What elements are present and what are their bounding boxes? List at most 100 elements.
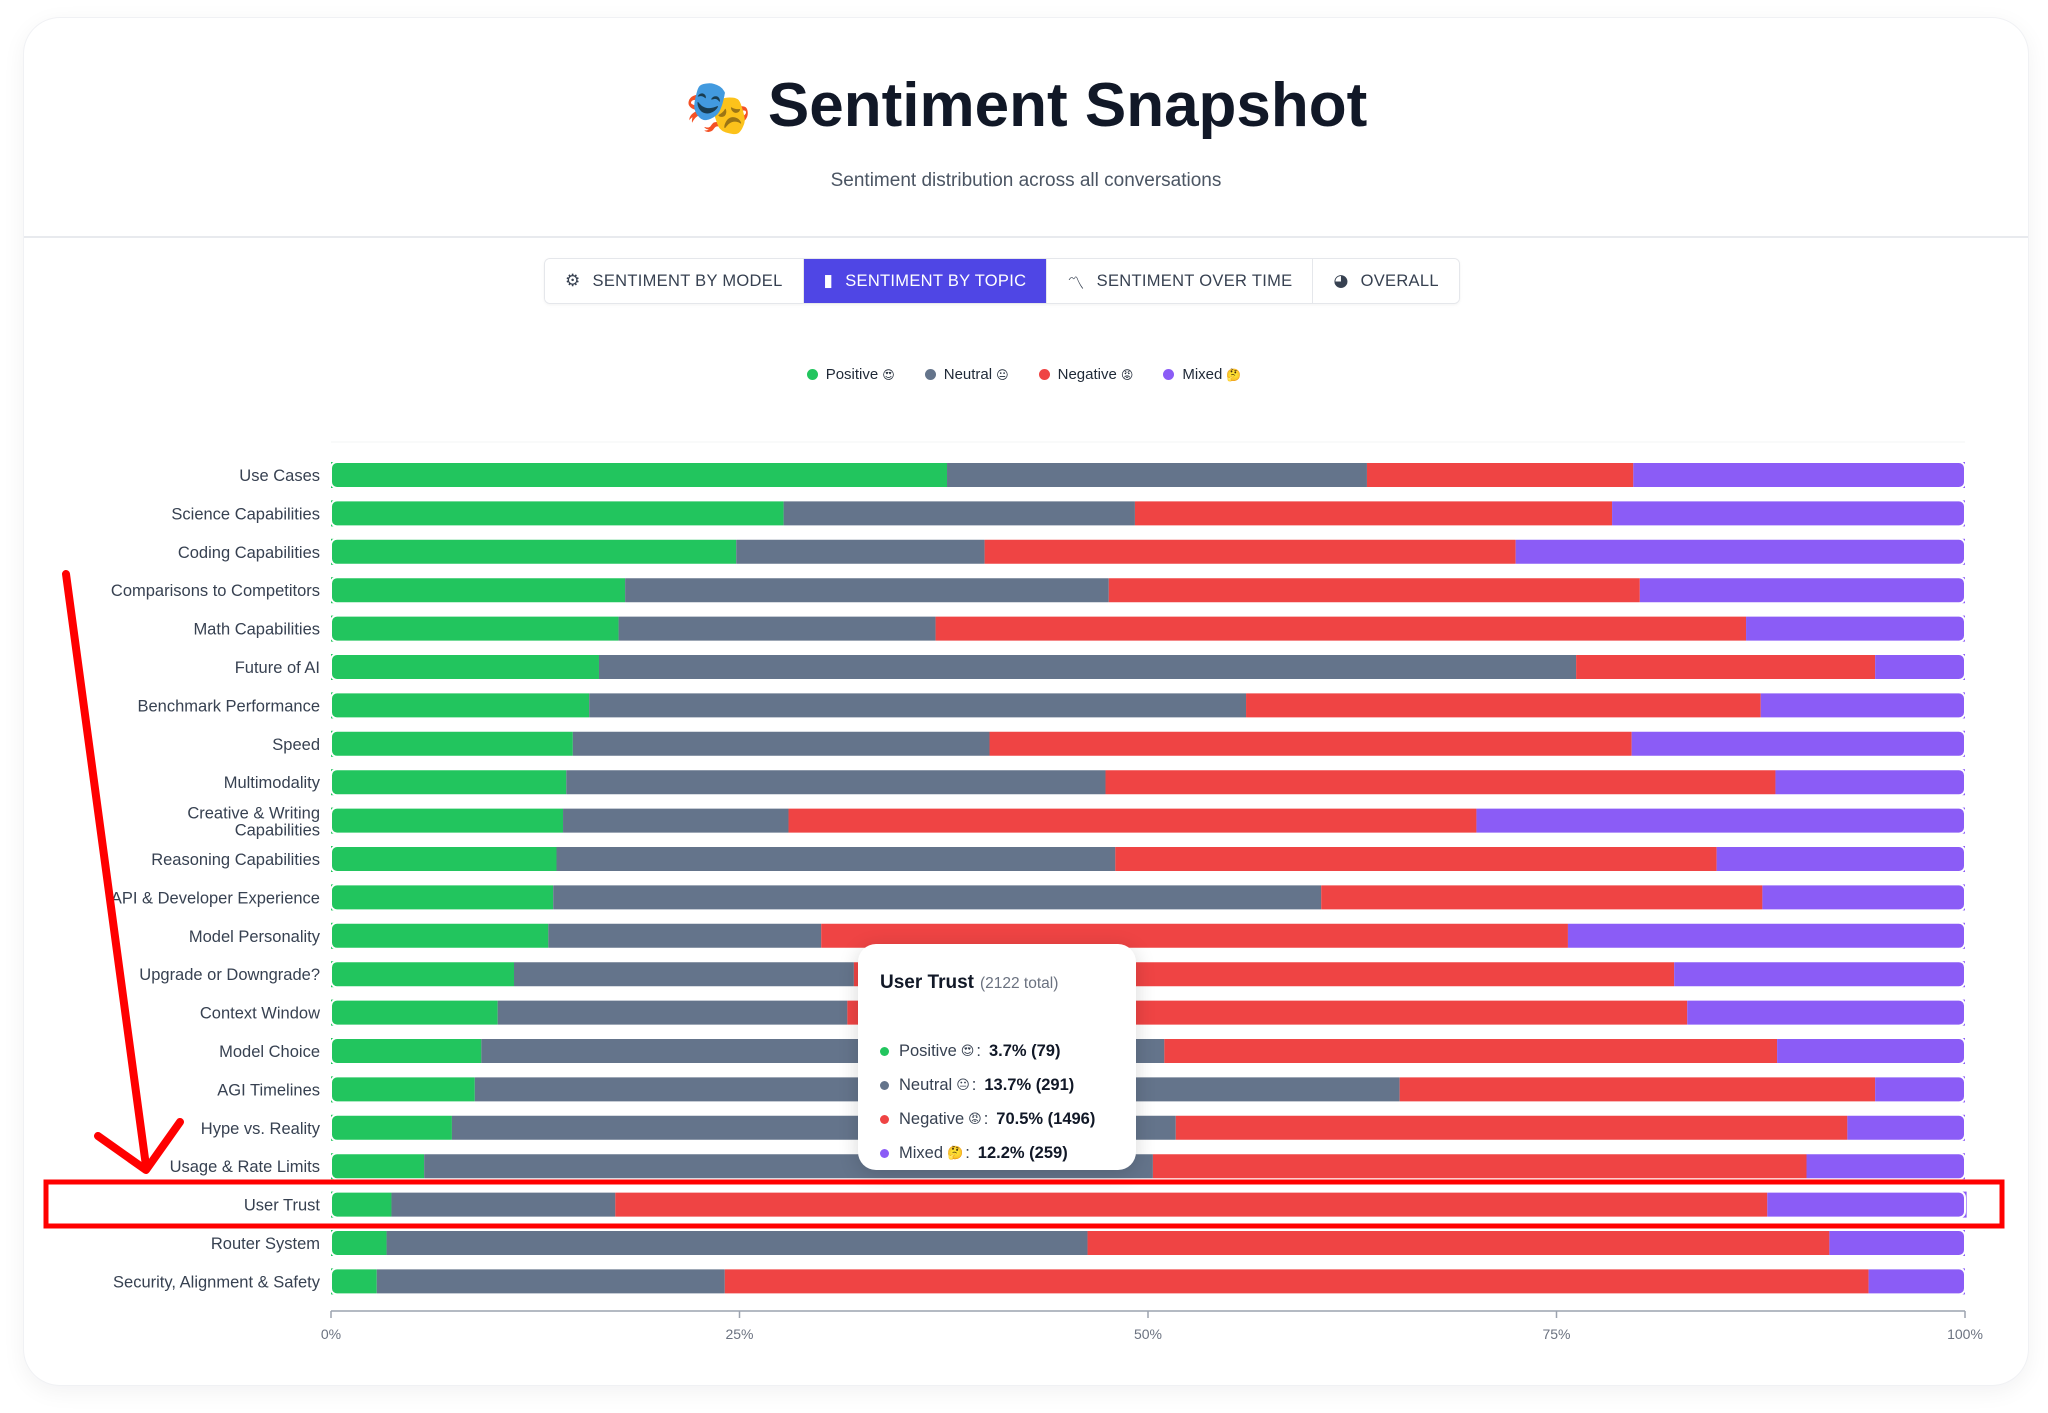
bar-neutral[interactable] — [514, 961, 854, 988]
bar-neutral[interactable] — [548, 922, 822, 949]
bar-positive[interactable] — [331, 1114, 452, 1141]
bar-negative[interactable] — [1087, 1230, 1830, 1256]
bar-mixed[interactable] — [1767, 1191, 1967, 1218]
bar-mixed[interactable] — [1875, 1076, 1965, 1103]
bar-positive[interactable] — [331, 769, 567, 796]
bar-outline — [330, 921, 1966, 950]
bar-positive[interactable] — [331, 999, 498, 1026]
bar-negative[interactable] — [1108, 577, 1640, 604]
bar-mixed[interactable] — [1687, 999, 1965, 1026]
legend-item-mixed[interactable]: Mixed 🤔 — [1163, 366, 1241, 383]
bar-positive[interactable] — [331, 1191, 392, 1218]
bar-mixed[interactable] — [1515, 538, 1965, 565]
bar-negative[interactable] — [1576, 654, 1876, 680]
bar-negative[interactable] — [1164, 1038, 1778, 1064]
bar-positive[interactable] — [331, 846, 557, 872]
bar-positive[interactable] — [331, 922, 549, 949]
bar-neutral[interactable] — [566, 769, 1106, 796]
bar-neutral[interactable] — [947, 462, 1367, 488]
tab-label: SENTIMENT OVER TIME — [1096, 271, 1293, 290]
bar-mixed[interactable] — [1476, 807, 1965, 834]
bar-mixed[interactable] — [1631, 730, 1965, 757]
bar-mixed[interactable] — [1746, 615, 1965, 642]
bar-neutral[interactable] — [556, 846, 1116, 872]
bar-negative[interactable] — [1105, 769, 1776, 796]
bar-mixed[interactable] — [1775, 769, 1965, 796]
bar-mixed[interactable] — [1875, 654, 1965, 680]
bar-neutral[interactable] — [598, 654, 1577, 680]
bar-negative[interactable] — [1321, 884, 1763, 911]
tab-sentiment-by-topic[interactable]: ▮ SENTIMENT BY TOPIC — [803, 259, 1048, 303]
bar-neutral[interactable] — [563, 807, 789, 834]
bar-negative[interactable] — [724, 1268, 1869, 1295]
tooltip-dot-neutral — [880, 1081, 889, 1090]
bar-mixed[interactable] — [1829, 1230, 1965, 1256]
bar-neutral[interactable] — [589, 692, 1247, 719]
bar-neutral[interactable] — [553, 884, 1322, 911]
bar-mixed[interactable] — [1639, 577, 1965, 604]
bar-neutral[interactable] — [783, 500, 1135, 527]
bar-positive[interactable] — [331, 462, 948, 488]
bar-positive[interactable] — [331, 577, 626, 604]
bar-mixed[interactable] — [1612, 500, 1965, 527]
bar-positive[interactable] — [331, 884, 554, 911]
bar-positive[interactable] — [331, 500, 784, 527]
bar-positive[interactable] — [331, 1153, 425, 1180]
bar-negative[interactable] — [1175, 1114, 1848, 1141]
bar-negative[interactable] — [1366, 462, 1634, 488]
legend-item-neutral[interactable]: Neutral 😐 — [924, 366, 1009, 383]
smiling-face-icon: 😍 — [882, 367, 895, 382]
bar-positive[interactable] — [331, 807, 564, 834]
bar-mixed[interactable] — [1806, 1153, 1965, 1180]
tab-sentiment-by-model[interactable]: ⚙ SENTIMENT BY MODEL — [545, 259, 804, 303]
bar-positive[interactable] — [331, 692, 590, 719]
bar-mixed[interactable] — [1760, 692, 1965, 719]
bar-neutral[interactable] — [376, 1268, 725, 1295]
tooltip-row-negative: Negative 😡: 70.5% (1496) — [880, 1110, 1095, 1129]
bar-negative[interactable] — [935, 615, 1747, 642]
bar-mixed[interactable] — [1847, 1114, 1965, 1141]
bar-neutral[interactable] — [386, 1230, 1088, 1256]
bar-positive[interactable] — [331, 538, 737, 565]
bar-mixed[interactable] — [1777, 1038, 1965, 1064]
bar-positive[interactable] — [331, 1230, 387, 1256]
bar-negative[interactable] — [989, 730, 1632, 757]
bar-positive[interactable] — [331, 615, 619, 642]
bar-mixed[interactable] — [1674, 961, 1965, 988]
bar-neutral[interactable] — [572, 730, 990, 757]
bar-negative[interactable] — [984, 538, 1516, 565]
bar-negative[interactable] — [1152, 1153, 1807, 1180]
bar-neutral[interactable] — [736, 538, 985, 565]
bar-positive[interactable] — [331, 961, 515, 988]
bar-mixed[interactable] — [1567, 922, 1965, 949]
tab-overall[interactable]: ◕ OVERALL — [1313, 259, 1459, 303]
bar-mixed[interactable] — [1762, 884, 1965, 911]
bar-positive[interactable] — [331, 1076, 475, 1103]
bar-mixed[interactable] — [1868, 1268, 1965, 1295]
category-label: Capabilities — [235, 822, 320, 840]
bar-positive[interactable] — [331, 730, 573, 757]
bar-positive[interactable] — [331, 1038, 482, 1064]
bar-negative[interactable] — [1246, 692, 1761, 719]
legend-item-positive[interactable]: Positive 😍 — [806, 366, 895, 383]
bar-negative[interactable] — [788, 807, 1477, 834]
bar-neutral[interactable] — [497, 999, 848, 1026]
bar-positive[interactable] — [331, 1268, 377, 1295]
bar-mixed[interactable] — [1633, 462, 1965, 488]
page-header: 🎭 Sentiment Snapshot Sentiment distributi… — [24, 18, 2028, 238]
category-label: Reasoning Capabilities — [151, 851, 320, 869]
bar-neutral[interactable] — [618, 615, 936, 642]
bar-positive[interactable] — [331, 654, 599, 680]
bar-outline — [330, 1152, 1966, 1181]
bar-mixed[interactable] — [1716, 846, 1965, 872]
bar-neutral[interactable] — [625, 577, 1109, 604]
bar-outline — [330, 729, 1966, 758]
bar-neutral[interactable] — [391, 1191, 616, 1218]
bar-negative[interactable] — [1134, 500, 1613, 527]
bar-negative[interactable] — [1399, 1076, 1876, 1103]
bar-negative[interactable] — [615, 1191, 1768, 1218]
tab-sentiment-over-time[interactable]: 〽 SENTIMENT OVER TIME — [1047, 259, 1314, 303]
bar-negative[interactable] — [1115, 846, 1717, 872]
legend-item-negative[interactable]: Negative 😡 — [1038, 366, 1133, 383]
